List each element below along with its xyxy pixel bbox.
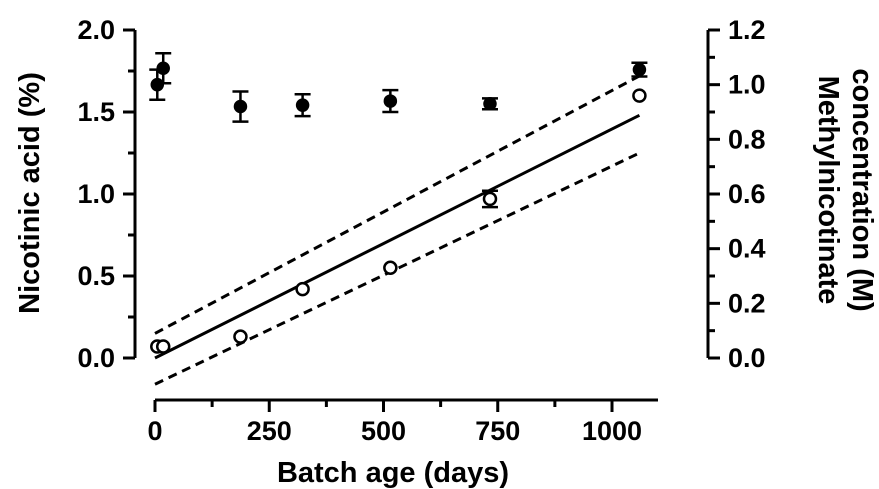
y-tick-label: 1.0 (77, 179, 115, 209)
y2-tick-label: 0.0 (728, 343, 766, 373)
data-point-open (482, 191, 498, 207)
data-point-filled (383, 94, 398, 108)
y2-tick-label: 1.0 (728, 70, 766, 100)
data-point-filled (295, 98, 310, 112)
data-point-filled (233, 99, 248, 114)
y2-axis-title-line-2: concentration (M) (846, 68, 878, 311)
data-point-open (233, 329, 248, 344)
y-tick-label: 2.0 (77, 15, 115, 45)
plot-marks (149, 51, 648, 386)
y2-tick-label: 0.6 (728, 179, 766, 209)
y-tick-label: 1.5 (77, 97, 115, 127)
x-tick-label: 0 (147, 416, 162, 446)
y2-tick-label: 1.2 (728, 15, 766, 45)
data-point-open (295, 281, 310, 297)
y2-axis-title-line-1: Methylnicotinate (812, 76, 844, 305)
data-point-open (155, 339, 171, 354)
x-axis-title: Batch age (days) (277, 457, 509, 489)
data-point-filled (156, 61, 170, 76)
y-tick-label: 0.0 (77, 343, 115, 373)
y-axis-right: 0.0 0.2 0.4 0.6 0.8 1.0 1.2 (706, 15, 766, 373)
data-point-filled (483, 97, 497, 111)
data-point-filled (632, 62, 647, 77)
y-axis-title: Nicotinic acid (%) (14, 72, 46, 314)
y2-tick-label: 0.4 (728, 234, 766, 264)
x-tick-label: 250 (247, 416, 292, 446)
y2-tick-label: 0.8 (728, 124, 766, 154)
y2-tick-label: 0.2 (728, 288, 766, 318)
confidence-band-line (154, 74, 641, 335)
x-tick-label: 1000 (582, 416, 642, 446)
data-point-filled (150, 77, 165, 92)
data-point-open (632, 88, 647, 103)
y-tick-label: 0.5 (77, 261, 115, 291)
y-axis-left: 0.0 0.5 1.0 1.5 2.0 (77, 15, 137, 373)
data-point-open (383, 260, 398, 276)
x-axis: 0 250 500 750 1000 (147, 398, 658, 446)
x-tick-label: 500 (361, 416, 406, 446)
x-tick-label: 750 (475, 416, 520, 446)
fit-line (154, 113, 641, 360)
